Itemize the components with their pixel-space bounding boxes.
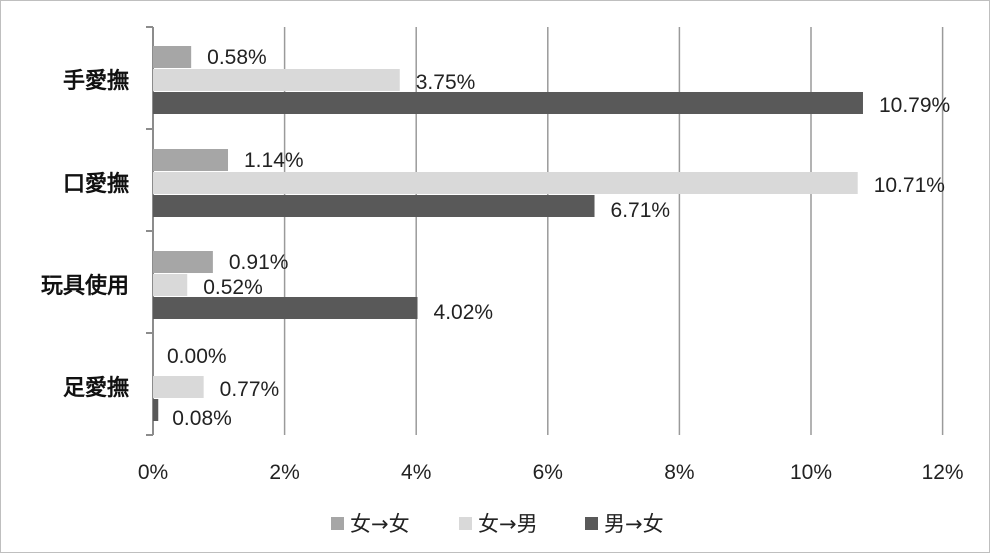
- x-tick-label: 8%: [664, 461, 694, 484]
- data-label: 0.58%: [207, 46, 267, 69]
- legend-swatch: [459, 517, 472, 530]
- bar: [153, 251, 213, 273]
- data-label: 4.02%: [434, 301, 494, 324]
- data-label: 10.79%: [879, 94, 950, 117]
- bar: [153, 399, 158, 421]
- data-label: 10.71%: [874, 174, 945, 197]
- category-label: 玩具使用: [41, 274, 129, 299]
- legend-label: 女→男: [478, 512, 538, 536]
- bar: [153, 69, 400, 91]
- x-tick-label: 4%: [401, 461, 431, 484]
- legend-label: 男→女: [604, 512, 664, 536]
- bar: [153, 376, 204, 398]
- data-label: 0.00%: [167, 345, 227, 368]
- legend-swatch: [331, 517, 344, 530]
- bar: [153, 274, 187, 296]
- data-label: 0.77%: [220, 378, 280, 401]
- legend: 女→女 女→男 男→女: [331, 512, 664, 536]
- x-tick-label: 10%: [790, 461, 832, 484]
- bar: [153, 46, 191, 68]
- x-tick-label: 2%: [269, 461, 299, 484]
- x-tick-label: 6%: [533, 461, 563, 484]
- legend-swatch: [585, 517, 598, 530]
- category-label: 口愛撫: [63, 171, 129, 197]
- data-label: 6.71%: [611, 199, 671, 222]
- data-label: 3.75%: [416, 71, 476, 94]
- legend-label: 女→女: [350, 512, 410, 536]
- y-axis: [146, 27, 153, 435]
- data-label: 0.08%: [172, 407, 232, 430]
- x-tick-labels: 0% 2% 4% 6% 8% 10% 12%: [138, 461, 964, 484]
- data-label: 0.52%: [203, 276, 263, 299]
- bar: [153, 92, 863, 114]
- bar: [153, 297, 418, 319]
- category-label: 足愛撫: [63, 375, 129, 401]
- data-label: 0.91%: [229, 251, 289, 274]
- x-tick-label: 12%: [922, 461, 964, 484]
- category-label: 手愛撫: [63, 68, 129, 94]
- data-label: 1.14%: [244, 149, 304, 172]
- bar: [153, 195, 595, 217]
- x-tick-label: 0%: [138, 461, 168, 484]
- bar: [153, 149, 228, 171]
- bar: [153, 172, 858, 194]
- bars: [153, 46, 863, 421]
